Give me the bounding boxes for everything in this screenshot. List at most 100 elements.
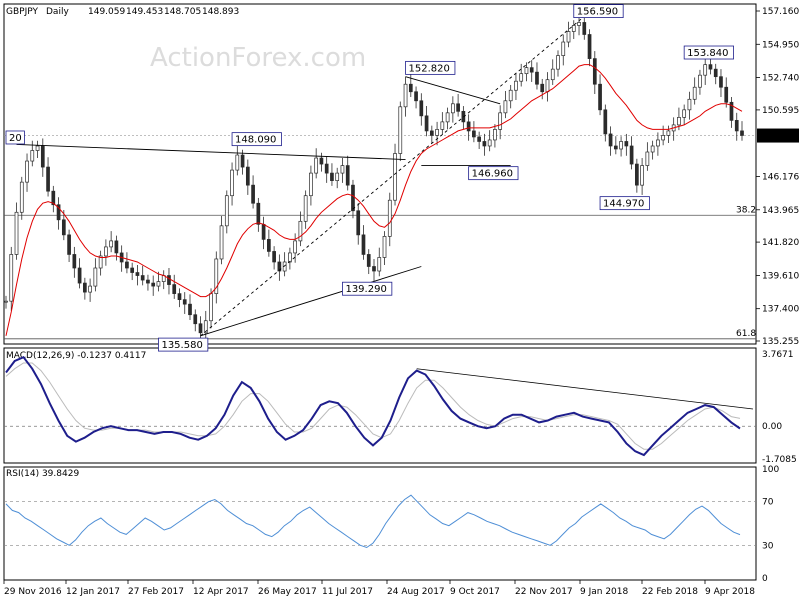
candle-body <box>309 172 313 197</box>
candle-body <box>582 22 587 35</box>
annotation-text: 144.970 <box>603 199 644 210</box>
candle <box>440 112 445 135</box>
candle-body <box>566 31 571 43</box>
candle <box>330 163 334 186</box>
candle-body <box>603 109 608 135</box>
candle <box>377 247 382 277</box>
candle <box>314 148 319 179</box>
candle-body <box>366 254 371 267</box>
candle <box>88 278 92 302</box>
time-axis: 29 Nov 2016 12 Jan 2017 27 Feb 2017 12 Apr … <box>3 580 755 597</box>
candle-body <box>577 22 581 26</box>
candle-body <box>224 195 229 227</box>
candle-body <box>472 130 476 138</box>
candle <box>267 229 271 257</box>
candle <box>277 254 282 281</box>
annotation-2: 152.820 <box>405 60 456 75</box>
time-tick-label: 22 Feb 2018 <box>642 587 698 597</box>
candle-body <box>619 141 623 150</box>
candle-body <box>56 204 61 221</box>
time-tick-label: 9 Apr 2018 <box>705 587 755 597</box>
candle-body <box>535 71 539 85</box>
candle <box>592 51 597 95</box>
candle-body <box>703 64 708 76</box>
candle-body <box>540 83 545 93</box>
ohlc-open: 149.059 <box>88 7 125 17</box>
timeframe-label: Daily <box>46 7 69 17</box>
fib-label-1: 61.8 <box>736 329 756 339</box>
candle-body <box>25 160 29 183</box>
candle-body <box>188 303 192 316</box>
candle <box>135 264 140 286</box>
candle-body <box>51 190 56 206</box>
annotation-box <box>405 60 456 75</box>
candle <box>156 271 161 292</box>
candle <box>519 63 524 87</box>
candle <box>14 202 19 260</box>
candle-body <box>356 210 361 236</box>
candle <box>682 104 687 125</box>
candle-body <box>508 89 513 102</box>
candle <box>77 258 82 289</box>
candle <box>161 270 166 290</box>
candle <box>734 112 739 141</box>
candle <box>382 231 387 265</box>
annotation-3: 148.090 <box>231 132 282 147</box>
candle <box>272 246 276 270</box>
annotation-text: 152.820 <box>409 63 450 74</box>
candle <box>172 274 177 299</box>
annotation-text: 135.580 <box>161 340 202 351</box>
candle <box>603 104 608 142</box>
candle-body <box>524 67 529 75</box>
candle <box>203 310 208 339</box>
annotation-8: 20 <box>5 130 25 145</box>
annotation-0: 156.590 <box>573 4 624 18</box>
time-tick-label: 9 Jan 2018 <box>580 587 628 597</box>
candle <box>477 131 481 149</box>
annotation-box <box>599 196 650 211</box>
candle <box>261 216 266 250</box>
annotation-box <box>158 337 209 352</box>
candle-body <box>640 165 644 186</box>
macd-tick-label: -1.7085 <box>762 455 797 465</box>
candle-body <box>713 68 718 78</box>
fib-label-0: 38.2 <box>736 205 756 215</box>
candle-body <box>135 272 140 276</box>
candle-body <box>93 267 98 287</box>
rsi-tick-label: 100 <box>762 465 779 475</box>
candle <box>309 165 313 206</box>
candle-body <box>193 314 198 325</box>
candle <box>451 96 455 123</box>
candle <box>587 29 592 67</box>
candle <box>498 105 503 140</box>
candle-body <box>708 64 713 70</box>
trendline-dashed-channel <box>200 16 585 337</box>
candle <box>356 203 361 245</box>
candle <box>456 94 460 117</box>
candle-body <box>677 117 681 126</box>
candle-body <box>414 91 418 102</box>
candle <box>740 121 744 141</box>
candle-body <box>240 154 245 168</box>
candle-body <box>209 293 213 322</box>
rsi-line <box>5 494 741 549</box>
right-axis: 157.160 154.950 152.740 150.595 148.893 146.1… <box>756 7 799 584</box>
panel-frames <box>3 3 757 581</box>
candle <box>645 142 650 171</box>
candle <box>56 197 61 230</box>
time-tick-label: 11 Jul 2017 <box>322 587 373 597</box>
price-tick-label: 150.595 <box>762 106 799 116</box>
candle-body <box>408 83 413 93</box>
candle <box>472 121 476 143</box>
candle <box>324 156 329 183</box>
candle-body <box>613 145 618 150</box>
candle-body <box>19 181 24 213</box>
candle-body <box>72 254 77 269</box>
candle <box>692 77 697 105</box>
candle <box>719 69 723 98</box>
candle-body <box>398 106 403 154</box>
candle-body <box>9 254 14 302</box>
candle <box>72 246 77 278</box>
annotation-box <box>5 130 25 145</box>
candle <box>340 158 345 183</box>
